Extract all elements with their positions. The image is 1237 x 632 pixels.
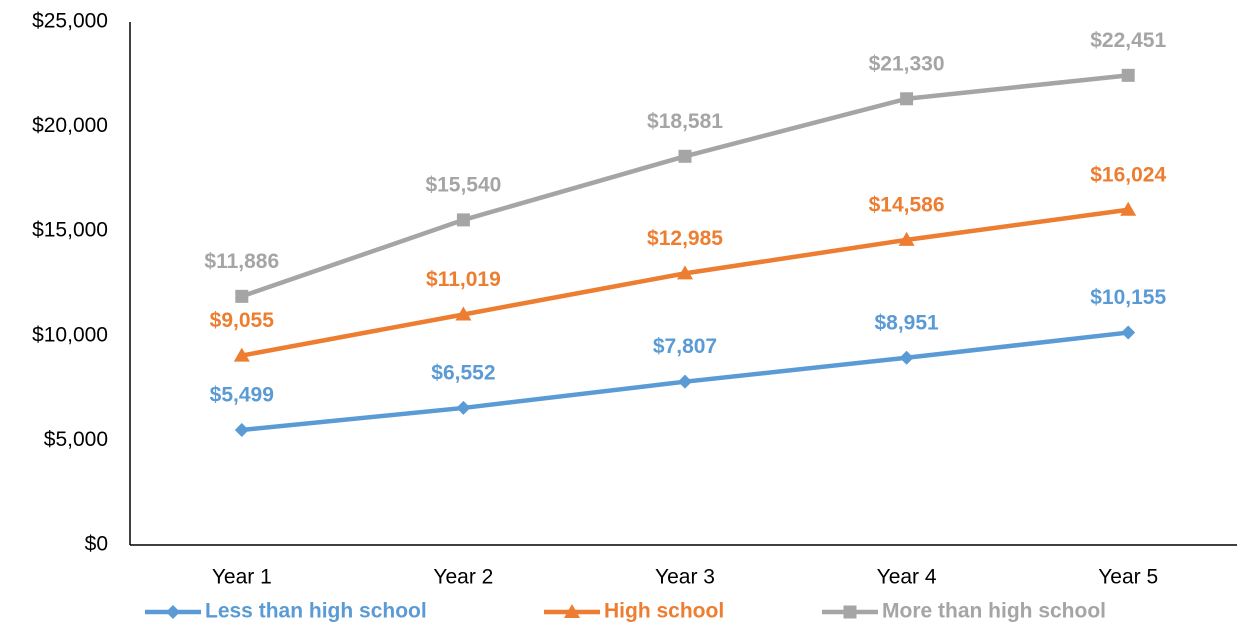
marker [455, 306, 472, 321]
x-tick-label: Year 1 [212, 566, 272, 589]
marker [1121, 325, 1136, 340]
legend-marker [564, 604, 580, 618]
x-tick-label: Year 3 [655, 566, 715, 589]
marker [233, 347, 250, 362]
marker [677, 265, 693, 280]
marker [456, 400, 471, 415]
y-tick-label: $25,000 [32, 10, 108, 33]
data-label: $12,985 [647, 227, 723, 250]
marker [234, 422, 249, 437]
y-tick-label: $20,000 [32, 114, 108, 137]
marker [900, 92, 914, 106]
y-tick-label: $10,000 [32, 323, 108, 346]
marker [235, 289, 249, 303]
marker [678, 149, 692, 163]
x-tick-label: Year 2 [433, 566, 493, 589]
marker [1121, 68, 1135, 82]
legend-label: High school [604, 600, 724, 623]
x-tick-label: Year 4 [877, 566, 937, 589]
x-tick-label: Year 5 [1098, 566, 1158, 589]
legend-label: Less than high school [205, 600, 427, 623]
data-label: $8,951 [874, 311, 939, 334]
marker [678, 374, 692, 389]
data-label: $11,886 [204, 250, 279, 273]
legend-marker [166, 605, 180, 619]
data-label: $11,019 [426, 268, 501, 291]
marker [1120, 201, 1137, 216]
data-label: $5,499 [210, 384, 274, 407]
data-label: $16,024 [1090, 163, 1166, 186]
data-label: $14,586 [869, 193, 945, 216]
data-label: $21,330 [869, 52, 945, 75]
legend-label: More than high school [882, 600, 1106, 623]
series-line [241, 73, 1129, 299]
data-label: $7,807 [653, 335, 717, 358]
data-label: $15,540 [425, 173, 501, 196]
data-label: $9,055 [210, 309, 275, 332]
y-tick-label: $5,000 [44, 428, 108, 451]
data-label: $22,451 [1090, 29, 1166, 52]
data-label: $10,155 [1090, 286, 1166, 309]
marker [898, 231, 915, 246]
marker [456, 213, 470, 227]
marker [899, 350, 914, 365]
data-label: $18,581 [647, 110, 723, 133]
data-label: $6,552 [431, 361, 495, 384]
y-tick-label: $15,000 [32, 219, 108, 242]
legend-marker [843, 605, 857, 619]
y-tick-label: $0 [85, 533, 108, 556]
